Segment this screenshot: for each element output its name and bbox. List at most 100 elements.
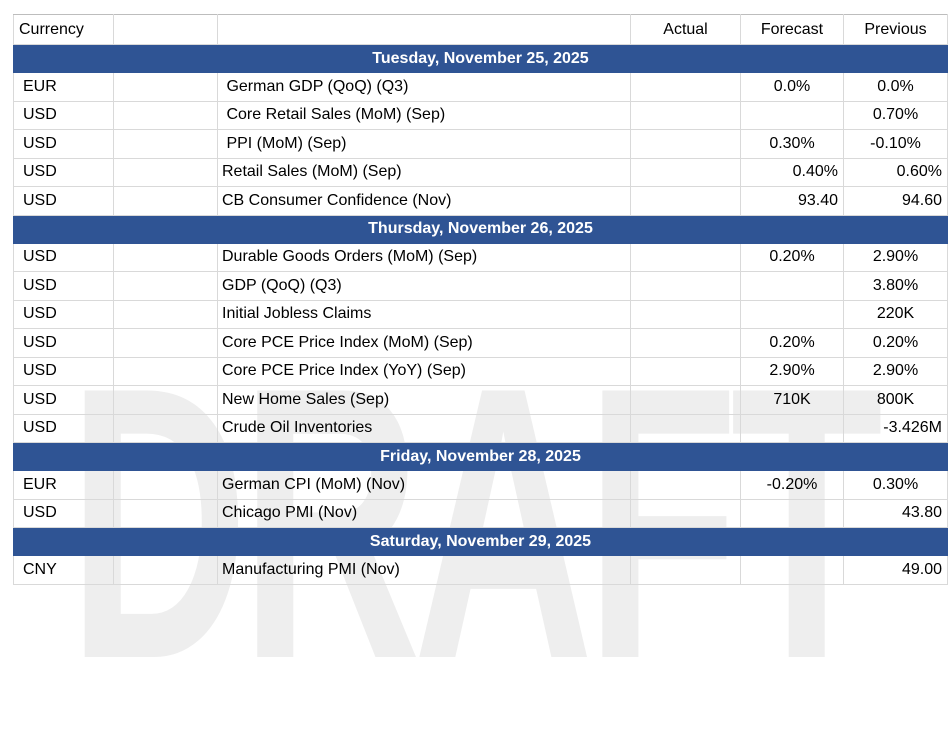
- economic-calendar-table: Currency Actual Forecast Previous Tuesda…: [13, 14, 948, 585]
- previous-cell: 3.80%: [843, 271, 948, 301]
- previous-cell: 0.60%: [843, 157, 948, 187]
- actual-cell: [630, 157, 741, 187]
- time-cell: [113, 328, 218, 358]
- previous-cell: -0.10%: [843, 129, 948, 159]
- event-cell: German CPI (MoM) (Nov): [217, 470, 631, 500]
- event-row: USD GDP (QoQ) (Q3) 3.80%: [13, 271, 948, 301]
- forecast-cell: -0.20%: [740, 470, 844, 500]
- header-row: Currency Actual Forecast Previous: [13, 14, 948, 45]
- actual-cell: [630, 555, 741, 585]
- actual-cell: [630, 470, 741, 500]
- header-forecast: Forecast: [740, 14, 844, 45]
- currency-cell: USD: [13, 100, 114, 130]
- forecast-cell: [740, 555, 844, 585]
- event-row: USD New Home Sales (Sep) 710K 800K: [13, 385, 948, 415]
- event-row: EUR German CPI (MoM) (Nov) -0.20% 0.30%: [13, 470, 948, 500]
- actual-cell: [630, 242, 741, 272]
- time-cell: [113, 356, 218, 386]
- date-section-label: Saturday, November 29, 2025: [13, 527, 948, 556]
- time-cell: [113, 498, 218, 528]
- actual-cell: [630, 186, 741, 216]
- actual-cell: [630, 498, 741, 528]
- date-section-row: Thursday, November 26, 2025: [13, 214, 948, 244]
- event-row: USD Crude Oil Inventories -3.426M: [13, 413, 948, 443]
- header-event: [217, 14, 631, 45]
- event-row: USD Durable Goods Orders (MoM) (Sep) 0.20%…: [13, 242, 948, 272]
- event-cell: Core Retail Sales (MoM) (Sep): [217, 100, 631, 130]
- forecast-cell: 710K: [740, 385, 844, 415]
- forecast-cell: 0.20%: [740, 242, 844, 272]
- event-row: USD Chicago PMI (Nov) 43.80: [13, 498, 948, 528]
- actual-cell: [630, 385, 741, 415]
- actual-cell: [630, 100, 741, 130]
- event-cell: Durable Goods Orders (MoM) (Sep): [217, 242, 631, 272]
- event-cell: Chicago PMI (Nov): [217, 498, 631, 528]
- forecast-cell: 2.90%: [740, 356, 844, 386]
- event-cell: PPI (MoM) (Sep): [217, 129, 631, 159]
- previous-cell: 0.0%: [843, 72, 948, 102]
- currency-cell: USD: [13, 242, 114, 272]
- previous-cell: 0.20%: [843, 328, 948, 358]
- previous-cell: 800K: [843, 385, 948, 415]
- time-cell: [113, 100, 218, 130]
- previous-cell: 2.90%: [843, 356, 948, 386]
- event-cell: GDP (QoQ) (Q3): [217, 271, 631, 301]
- event-row: USD Retail Sales (MoM) (Sep) 0.40% 0.60%: [13, 157, 948, 187]
- currency-cell: USD: [13, 186, 114, 216]
- calendar-body: Tuesday, November 25, 2025 EUR German GDP…: [13, 44, 948, 585]
- time-cell: [113, 385, 218, 415]
- event-row: USD Initial Jobless Claims 220K: [13, 299, 948, 329]
- forecast-cell: 93.40: [740, 186, 844, 216]
- currency-cell: EUR: [13, 470, 114, 500]
- event-cell: Retail Sales (MoM) (Sep): [217, 157, 631, 187]
- actual-cell: [630, 72, 741, 102]
- event-cell: Initial Jobless Claims: [217, 299, 631, 329]
- previous-cell: 49.00: [843, 555, 948, 585]
- actual-cell: [630, 328, 741, 358]
- time-cell: [113, 555, 218, 585]
- time-cell: [113, 242, 218, 272]
- event-cell: Manufacturing PMI (Nov): [217, 555, 631, 585]
- actual-cell: [630, 413, 741, 443]
- event-cell: CB Consumer Confidence (Nov): [217, 186, 631, 216]
- time-cell: [113, 299, 218, 329]
- currency-cell: USD: [13, 413, 114, 443]
- previous-cell: 220K: [843, 299, 948, 329]
- forecast-cell: 0.20%: [740, 328, 844, 358]
- date-section-label: Friday, November 28, 2025: [13, 442, 948, 471]
- time-cell: [113, 271, 218, 301]
- previous-cell: 43.80: [843, 498, 948, 528]
- header-actual: Actual: [630, 14, 741, 45]
- date-section-row: Saturday, November 29, 2025: [13, 527, 948, 556]
- currency-cell: USD: [13, 157, 114, 187]
- currency-cell: EUR: [13, 72, 114, 102]
- event-row: CNY Manufacturing PMI (Nov) 49.00: [13, 555, 948, 585]
- previous-cell: -3.426M: [843, 413, 948, 443]
- date-section-row: Friday, November 28, 2025: [13, 442, 948, 471]
- header-time: [113, 14, 218, 45]
- currency-cell: USD: [13, 356, 114, 386]
- forecast-cell: [740, 299, 844, 329]
- forecast-cell: [740, 100, 844, 130]
- actual-cell: [630, 299, 741, 329]
- currency-cell: CNY: [13, 555, 114, 585]
- forecast-cell: 0.40%: [740, 157, 844, 187]
- date-section-label: Tuesday, November 25, 2025: [13, 44, 948, 73]
- time-cell: [113, 186, 218, 216]
- forecast-cell: [740, 271, 844, 301]
- actual-cell: [630, 129, 741, 159]
- event-row: USD PPI (MoM) (Sep) 0.30% -0.10%: [13, 129, 948, 159]
- header-previous: Previous: [843, 14, 948, 45]
- time-cell: [113, 413, 218, 443]
- previous-cell: 94.60: [843, 186, 948, 216]
- event-row: USD Core Retail Sales (MoM) (Sep) 0.70%: [13, 100, 948, 130]
- event-cell: German GDP (QoQ) (Q3): [217, 72, 631, 102]
- previous-cell: 0.70%: [843, 100, 948, 130]
- header-currency: Currency: [13, 14, 114, 45]
- time-cell: [113, 470, 218, 500]
- event-cell: Core PCE Price Index (MoM) (Sep): [217, 328, 631, 358]
- forecast-cell: 0.30%: [740, 129, 844, 159]
- actual-cell: [630, 271, 741, 301]
- currency-cell: USD: [13, 385, 114, 415]
- event-cell: Crude Oil Inventories: [217, 413, 631, 443]
